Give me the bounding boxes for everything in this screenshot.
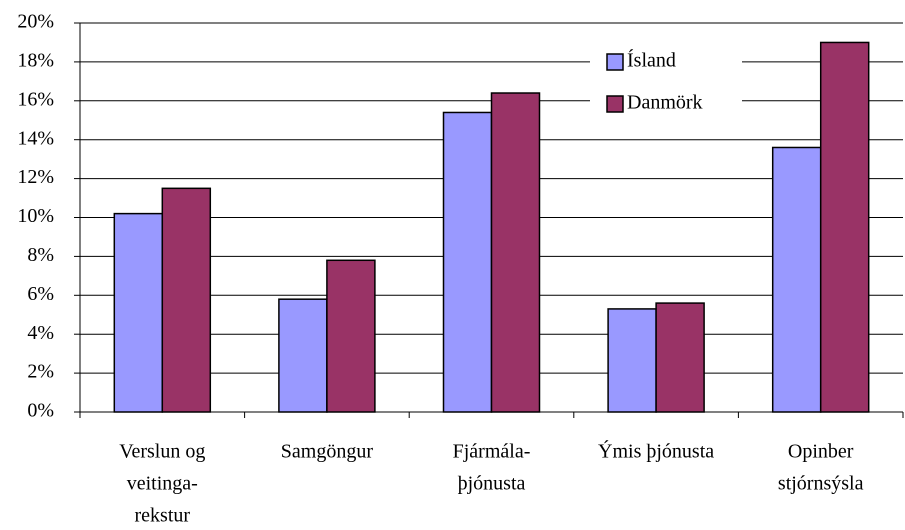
y-tick-label: 4% bbox=[27, 322, 54, 344]
legend-label: Ísland bbox=[627, 49, 676, 72]
x-tick-label: rekstur bbox=[135, 505, 191, 527]
x-tick-label: Fjármála- bbox=[453, 441, 531, 463]
y-tick-label: 0% bbox=[27, 400, 54, 422]
x-tick-label: Samgöngur bbox=[281, 441, 374, 463]
x-tick-label: veitinga- bbox=[127, 473, 198, 495]
y-tick-label: 8% bbox=[27, 244, 54, 266]
x-tick-label: Opinber bbox=[788, 441, 854, 463]
bar bbox=[113, 212, 164, 413]
y-tick-label: 14% bbox=[17, 127, 54, 149]
y-tick-label: 20% bbox=[17, 11, 54, 33]
bar bbox=[655, 302, 705, 413]
y-tick-label: 10% bbox=[17, 205, 54, 227]
y-tick-label: 6% bbox=[27, 283, 54, 305]
y-tick-label: 12% bbox=[17, 166, 54, 188]
x-tick-label: þjónusta bbox=[458, 473, 526, 495]
bar bbox=[607, 308, 657, 413]
legend-swatch bbox=[606, 53, 624, 71]
bar bbox=[161, 187, 212, 413]
legend-swatch bbox=[606, 95, 624, 113]
y-tick-label: 18% bbox=[17, 49, 54, 71]
x-tick-label: Verslun og bbox=[119, 441, 205, 463]
bar bbox=[819, 41, 870, 413]
bar bbox=[326, 259, 376, 413]
bar bbox=[490, 92, 541, 413]
x-tick-label: Ýmis þjónusta bbox=[598, 440, 714, 463]
y-tick-label: 16% bbox=[17, 88, 54, 110]
bar bbox=[442, 111, 493, 413]
bar bbox=[771, 146, 822, 413]
legend-label: Danmörk bbox=[627, 92, 703, 114]
x-tick-label: stjórnsýsla bbox=[778, 473, 864, 495]
y-tick-label: 2% bbox=[27, 361, 54, 383]
bar bbox=[278, 298, 328, 413]
